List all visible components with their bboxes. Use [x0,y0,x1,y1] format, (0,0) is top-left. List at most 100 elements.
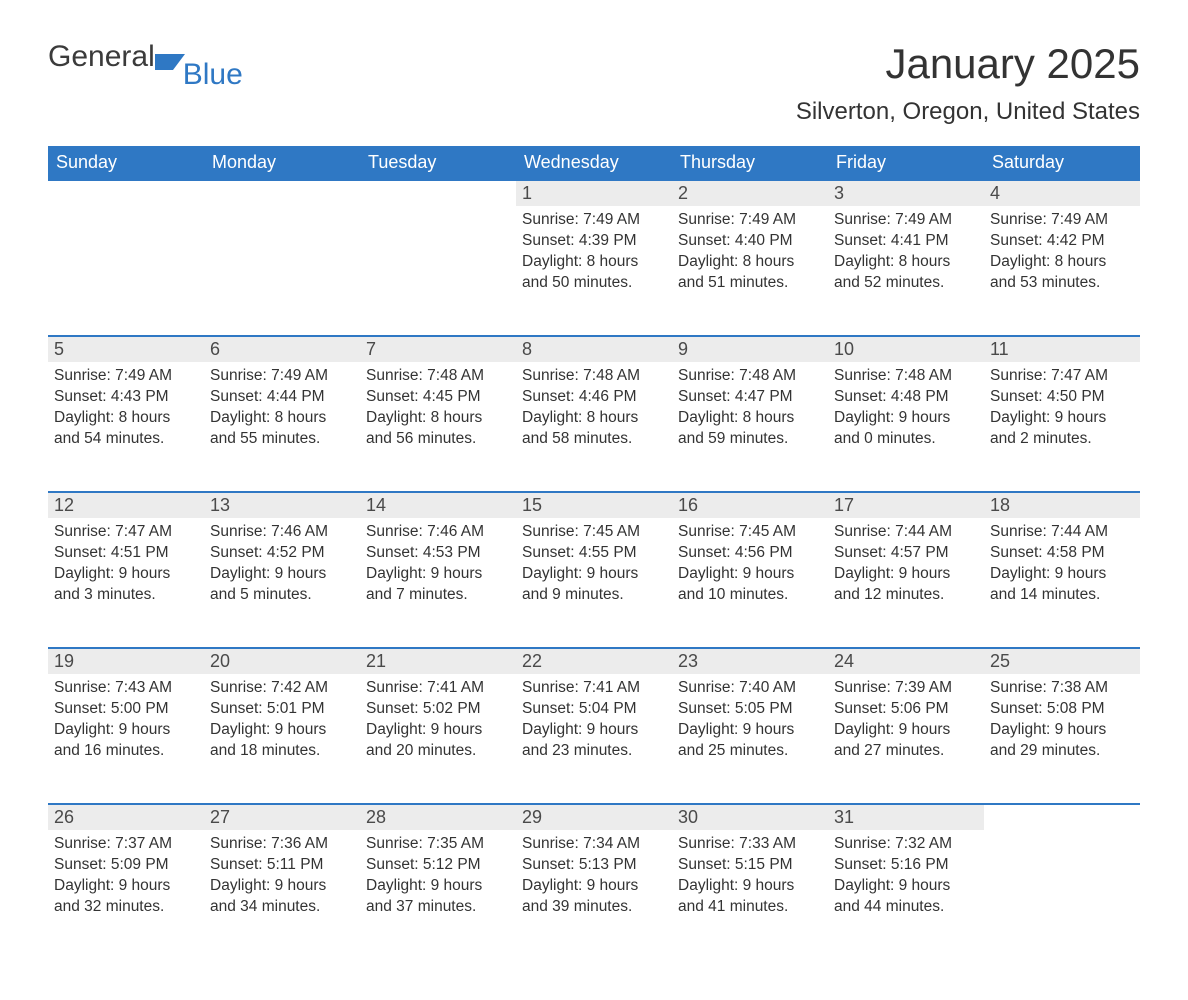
day-content-row: Sunrise: 7:49 AMSunset: 4:39 PMDaylight:… [48,206,1140,336]
dow-header: Monday [204,146,360,180]
day-number: 24 [828,648,984,674]
sunset-text: Sunset: 5:16 PM [834,855,978,876]
daylight-text-line1: Daylight: 9 hours [522,876,666,897]
daylight-text-line1: Daylight: 8 hours [522,252,666,273]
daylight-text-line1: Daylight: 9 hours [678,720,822,741]
header: General Blue January 2025 Silverton, Ore… [48,40,1140,140]
day-number: 13 [204,492,360,518]
day-content-row: Sunrise: 7:37 AMSunset: 5:09 PMDaylight:… [48,830,1140,960]
dow-header: Sunday [48,146,204,180]
daylight-text-line1: Daylight: 9 hours [366,720,510,741]
daylight-text-line2: and 25 minutes. [678,741,822,762]
sunrise-text: Sunrise: 7:49 AM [54,366,198,387]
sunrise-text: Sunrise: 7:42 AM [210,678,354,699]
dow-header: Friday [828,146,984,180]
day-number: 10 [828,336,984,362]
day-number-row: 12131415161718 [48,492,1140,518]
sunrise-text: Sunrise: 7:49 AM [522,210,666,231]
sunrise-text: Sunrise: 7:48 AM [834,366,978,387]
daylight-text-line1: Daylight: 9 hours [210,720,354,741]
day-number: 30 [672,804,828,830]
daylight-text-line2: and 53 minutes. [990,273,1134,294]
day-number: 8 [516,336,672,362]
sunrise-text: Sunrise: 7:46 AM [210,522,354,543]
daylight-text-line2: and 16 minutes. [54,741,198,762]
day-number: 9 [672,336,828,362]
sunrise-text: Sunrise: 7:40 AM [678,678,822,699]
day-cell: Sunrise: 7:47 AMSunset: 4:50 PMDaylight:… [984,362,1140,492]
sunset-text: Sunset: 5:01 PM [210,699,354,720]
sunrise-text: Sunrise: 7:49 AM [678,210,822,231]
empty-day-number [48,180,204,206]
sunrise-text: Sunrise: 7:43 AM [54,678,198,699]
sunset-text: Sunset: 4:50 PM [990,387,1134,408]
sunrise-text: Sunrise: 7:47 AM [990,366,1134,387]
daylight-text-line1: Daylight: 8 hours [54,408,198,429]
day-cell: Sunrise: 7:32 AMSunset: 5:16 PMDaylight:… [828,830,984,960]
day-number: 26 [48,804,204,830]
day-number-row: 1234 [48,180,1140,206]
day-number: 1 [516,180,672,206]
daylight-text-line2: and 50 minutes. [522,273,666,294]
day-cell: Sunrise: 7:43 AMSunset: 5:00 PMDaylight:… [48,674,204,804]
empty-day-number [984,804,1140,830]
daylight-text-line2: and 27 minutes. [834,741,978,762]
day-cell: Sunrise: 7:37 AMSunset: 5:09 PMDaylight:… [48,830,204,960]
daylight-text-line1: Daylight: 9 hours [366,564,510,585]
day-number: 22 [516,648,672,674]
sunset-text: Sunset: 4:47 PM [678,387,822,408]
dow-header-row: Sunday Monday Tuesday Wednesday Thursday… [48,146,1140,180]
daylight-text-line2: and 3 minutes. [54,585,198,606]
day-cell [360,206,516,336]
sunset-text: Sunset: 5:11 PM [210,855,354,876]
day-cell: Sunrise: 7:45 AMSunset: 4:56 PMDaylight:… [672,518,828,648]
daylight-text-line1: Daylight: 9 hours [990,720,1134,741]
sunset-text: Sunset: 5:00 PM [54,699,198,720]
day-number: 19 [48,648,204,674]
daylight-text-line2: and 2 minutes. [990,429,1134,450]
daylight-text-line2: and 7 minutes. [366,585,510,606]
daylight-text-line1: Daylight: 9 hours [54,720,198,741]
daylight-text-line1: Daylight: 9 hours [522,564,666,585]
day-cell: Sunrise: 7:33 AMSunset: 5:15 PMDaylight:… [672,830,828,960]
day-cell: Sunrise: 7:49 AMSunset: 4:39 PMDaylight:… [516,206,672,336]
logo-text-general: General [48,40,155,74]
sunset-text: Sunset: 4:43 PM [54,387,198,408]
day-cell: Sunrise: 7:48 AMSunset: 4:46 PMDaylight:… [516,362,672,492]
day-number: 14 [360,492,516,518]
daylight-text-line1: Daylight: 9 hours [834,720,978,741]
day-cell: Sunrise: 7:46 AMSunset: 4:53 PMDaylight:… [360,518,516,648]
day-cell: Sunrise: 7:44 AMSunset: 4:57 PMDaylight:… [828,518,984,648]
daylight-text-line1: Daylight: 9 hours [834,408,978,429]
day-cell: Sunrise: 7:46 AMSunset: 4:52 PMDaylight:… [204,518,360,648]
daylight-text-line1: Daylight: 9 hours [990,408,1134,429]
day-number: 7 [360,336,516,362]
day-number: 4 [984,180,1140,206]
day-cell: Sunrise: 7:39 AMSunset: 5:06 PMDaylight:… [828,674,984,804]
daylight-text-line1: Daylight: 8 hours [990,252,1134,273]
day-number: 15 [516,492,672,518]
sunrise-text: Sunrise: 7:48 AM [522,366,666,387]
day-cell [48,206,204,336]
sunrise-text: Sunrise: 7:33 AM [678,834,822,855]
month-title: January 2025 [796,40,1140,88]
dow-header: Tuesday [360,146,516,180]
daylight-text-line1: Daylight: 9 hours [54,876,198,897]
logo-text-blue: Blue [183,58,243,92]
daylight-text-line2: and 34 minutes. [210,897,354,918]
sunrise-text: Sunrise: 7:41 AM [366,678,510,699]
dow-header: Saturday [984,146,1140,180]
sunrise-text: Sunrise: 7:49 AM [990,210,1134,231]
day-content-row: Sunrise: 7:49 AMSunset: 4:43 PMDaylight:… [48,362,1140,492]
daylight-text-line2: and 32 minutes. [54,897,198,918]
daylight-text-line2: and 23 minutes. [522,741,666,762]
calendar-table: Sunday Monday Tuesday Wednesday Thursday… [48,146,1140,960]
daylight-text-line2: and 51 minutes. [678,273,822,294]
sunrise-text: Sunrise: 7:45 AM [678,522,822,543]
sunset-text: Sunset: 5:05 PM [678,699,822,720]
daylight-text-line2: and 5 minutes. [210,585,354,606]
sunset-text: Sunset: 4:41 PM [834,231,978,252]
day-number: 2 [672,180,828,206]
sunset-text: Sunset: 5:12 PM [366,855,510,876]
daylight-text-line2: and 14 minutes. [990,585,1134,606]
